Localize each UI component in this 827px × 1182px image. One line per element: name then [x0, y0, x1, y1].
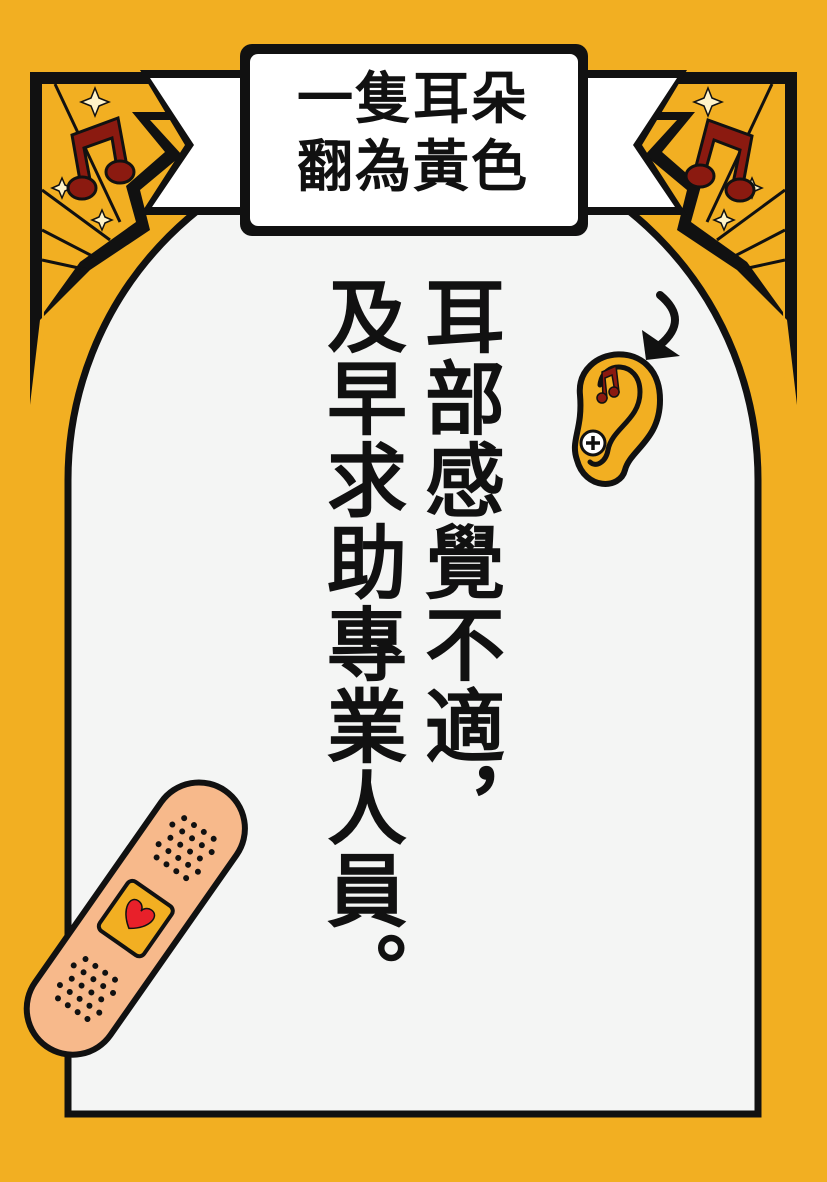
banner-title-line-1: 一隻耳朵 — [297, 67, 529, 132]
message-line-1: 耳部感覺不適， — [412, 275, 505, 849]
plus-icon — [579, 429, 607, 457]
music-note-icon — [66, 115, 136, 201]
heart-icon — [125, 898, 156, 930]
banner-title-line-2: 翻為黃色 — [297, 135, 529, 200]
music-note-icon — [684, 118, 756, 203]
arrow-icon — [642, 291, 680, 360]
title-banner — [140, 44, 687, 236]
bandage-icon — [23, 779, 248, 1058]
message-line-2: 及早求助專業人員。 — [314, 275, 407, 1013]
ear-icon — [571, 351, 664, 487]
